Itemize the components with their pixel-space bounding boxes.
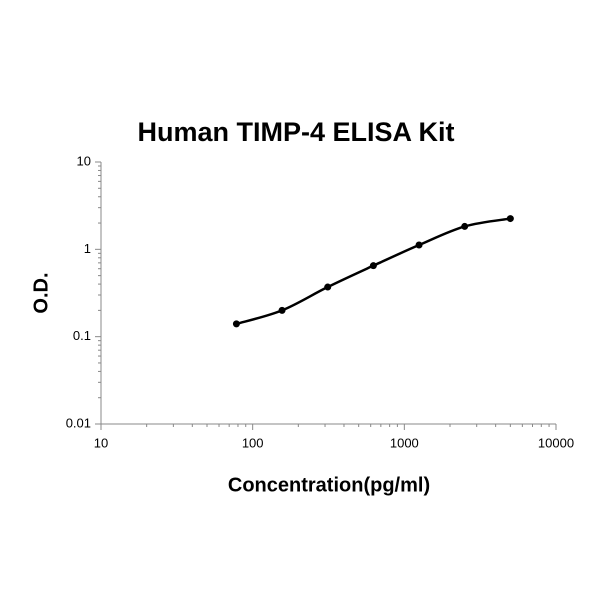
point (461, 222, 469, 230)
x-axis-label: Concentration(pg/ml) (228, 474, 430, 496)
y-tick-label: 1 (84, 241, 91, 256)
point (415, 241, 423, 249)
y-tick-label: 0.1 (73, 328, 91, 343)
x-tick-label: 100 (242, 435, 264, 450)
x-tick-label: 10000 (538, 435, 574, 450)
point (278, 306, 286, 314)
point (232, 320, 240, 328)
y-tick-label: 10 (77, 153, 91, 168)
point (324, 283, 332, 291)
point (506, 215, 514, 223)
chart-title: Human TIMP-4 ELISA Kit (137, 117, 454, 147)
point (369, 262, 377, 270)
x-tick-label: 1000 (390, 435, 419, 450)
y-tick-label: 0.01 (66, 415, 91, 430)
y-axis-label: O.D. (30, 272, 52, 313)
curve (236, 217, 511, 326)
x-tick-label: 10 (94, 435, 108, 450)
